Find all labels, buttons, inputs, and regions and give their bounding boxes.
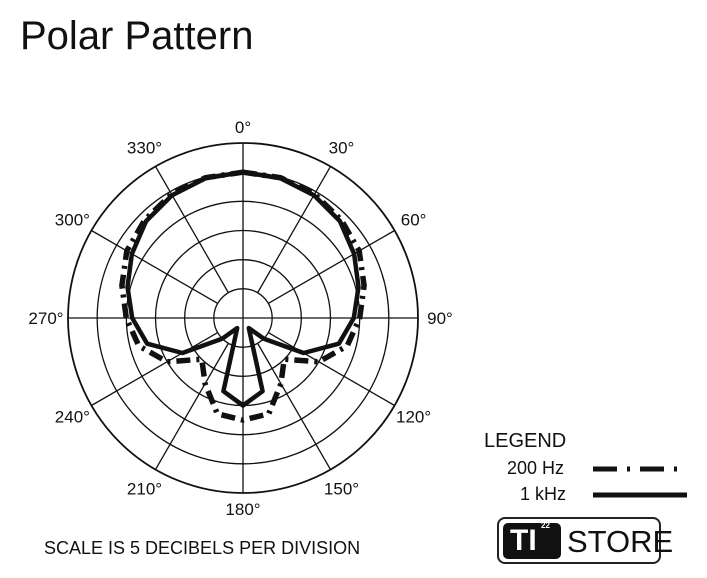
angle-tick-label: 240° <box>55 408 90 427</box>
grid-spoke <box>257 166 332 294</box>
angle-tick-label: 270° <box>28 309 63 328</box>
legend-title: LEGEND <box>484 430 567 452</box>
scale-note: SCALE IS 5 DECIBELS PER DIVISION <box>44 538 361 558</box>
store-logo: TI 22 STORE <box>497 517 673 564</box>
series-line-200hz <box>119 169 367 423</box>
angle-tick-label: 0° <box>235 118 251 137</box>
grid-spoke <box>91 229 219 304</box>
grid-spoke <box>154 342 229 470</box>
legend: LEGEND 200 Hz 1 kHz <box>470 430 700 510</box>
polar-grid <box>67 142 419 494</box>
angle-tick-label: 180° <box>225 500 260 519</box>
legend-label-200hz: 200 Hz <box>507 458 565 478</box>
angle-tick-label: 330° <box>127 138 162 157</box>
page-title: Polar Pattern <box>20 14 254 58</box>
logo-badge: TI <box>503 523 561 559</box>
legend-swatch-1khz <box>593 492 687 498</box>
angle-tick-label: 210° <box>127 480 162 499</box>
angle-tick-label: 30° <box>329 138 355 157</box>
grid-spoke <box>267 229 395 304</box>
series-line-1khz <box>125 169 361 408</box>
angle-tick-label: 150° <box>324 480 359 499</box>
legend-swatch-200hz <box>593 466 682 472</box>
logo-store-text: STORE <box>567 524 674 559</box>
logo-superscript: 22 <box>541 521 550 530</box>
angle-tick-label: 120° <box>396 408 431 427</box>
angle-tick-label: 300° <box>55 211 90 230</box>
angle-tick-label: 90° <box>427 309 453 328</box>
grid-spoke <box>154 166 229 294</box>
grid-spoke <box>91 332 219 407</box>
angle-ticks: 0° 30° 60° 90° 120° 150° 180° 210° 240° 270° 300° 3… <box>28 118 452 519</box>
legend-label-1khz: 1 kHz <box>520 484 567 504</box>
angle-tick-label: 60° <box>401 211 427 230</box>
grid-spoke <box>257 342 332 470</box>
grid-spoke <box>267 332 395 407</box>
series-group <box>119 169 367 423</box>
